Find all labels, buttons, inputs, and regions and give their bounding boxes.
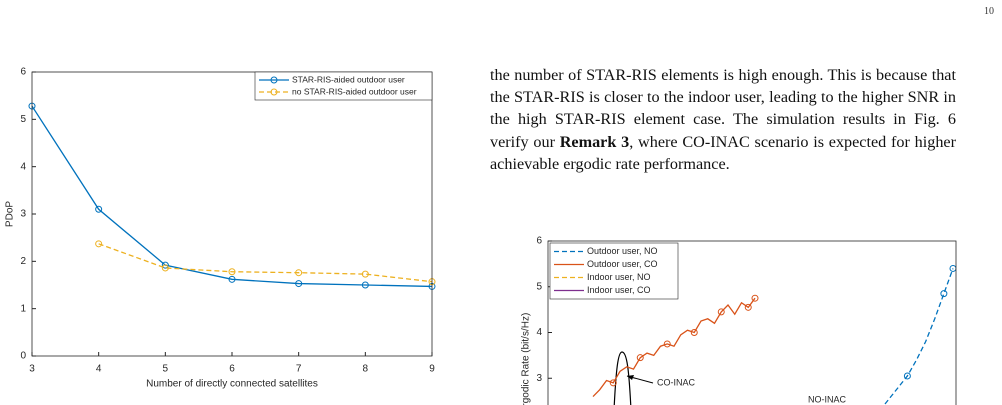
y-tick-label: 5 [536, 281, 542, 292]
point [295, 269, 303, 277]
paragraph: the number of STAR-RIS elements is high … [490, 64, 956, 175]
series-line [883, 268, 954, 405]
point [228, 268, 236, 276]
x-tick-label: 9 [429, 364, 435, 375]
y-tick-label: 1 [20, 303, 26, 314]
legend-label: no STAR-RIS-aided outdoor user [292, 86, 417, 96]
x-tick-label: 4 [96, 364, 102, 375]
y-tick-label: 3 [536, 373, 542, 384]
point [161, 261, 169, 269]
x-tick-label: 3 [29, 364, 35, 375]
point [636, 354, 644, 362]
point [663, 340, 671, 348]
legend-label: Outdoor user, NO [587, 246, 658, 256]
point [940, 290, 948, 298]
y-tick-label: 6 [20, 67, 26, 78]
page-number: 10 [984, 6, 994, 17]
point [295, 280, 303, 288]
point [949, 264, 956, 272]
point [95, 240, 103, 248]
legend-label: Indoor user, NO [587, 272, 651, 282]
series-line [592, 297, 756, 398]
text: , where CO-INAC scenario is expected for… [490, 132, 957, 173]
point [903, 372, 911, 380]
y-tick-label: 2 [20, 256, 26, 267]
point [161, 264, 169, 272]
legend-box [254, 71, 433, 101]
legend-label: STAR-RIS-aided outdoor user [292, 74, 405, 84]
x-axis-label: Number of directly connected satellites [146, 379, 318, 390]
y-tick-label: 3 [20, 209, 26, 220]
plot [592, 264, 956, 405]
point [95, 205, 103, 213]
y-tick-label: 4 [536, 327, 542, 338]
point [751, 294, 759, 302]
y-axis-label: Ergodic Rate (bit/s/Hz) [521, 313, 532, 405]
bold-text: Remark 3 [559, 132, 630, 151]
legend-label: Outdoor user, CO [587, 259, 658, 269]
annotation: NO-INAC [808, 394, 847, 404]
series-line [98, 243, 433, 283]
legend-label: Indoor user, CO [587, 285, 651, 295]
point [361, 270, 369, 278]
legend-box [549, 242, 679, 300]
y-tick-label: 5 [20, 114, 26, 125]
x-tick-label: 6 [229, 364, 235, 375]
x-tick-label: 8 [363, 364, 369, 375]
plot [28, 102, 436, 290]
axes-box [31, 71, 433, 357]
legend-marker [270, 88, 278, 96]
point [690, 329, 698, 336]
y-tick-label: 0 [20, 351, 26, 362]
point [744, 303, 752, 311]
point [228, 275, 236, 283]
y-axis-label: PDoP [5, 201, 16, 227]
x-tick-label: 5 [163, 364, 169, 375]
point [717, 308, 725, 316]
annotation: CO-INAC [657, 377, 696, 387]
legend-marker [270, 76, 278, 84]
series-line [31, 105, 433, 288]
arrow-head [627, 375, 634, 380]
point [361, 281, 369, 289]
x-tick-label: 7 [296, 364, 302, 375]
y-tick-label: 4 [20, 161, 26, 172]
text: the number of STAR-RIS elements is high … [490, 66, 956, 151]
y-tick-label: 6 [536, 236, 542, 247]
point [609, 379, 617, 387]
